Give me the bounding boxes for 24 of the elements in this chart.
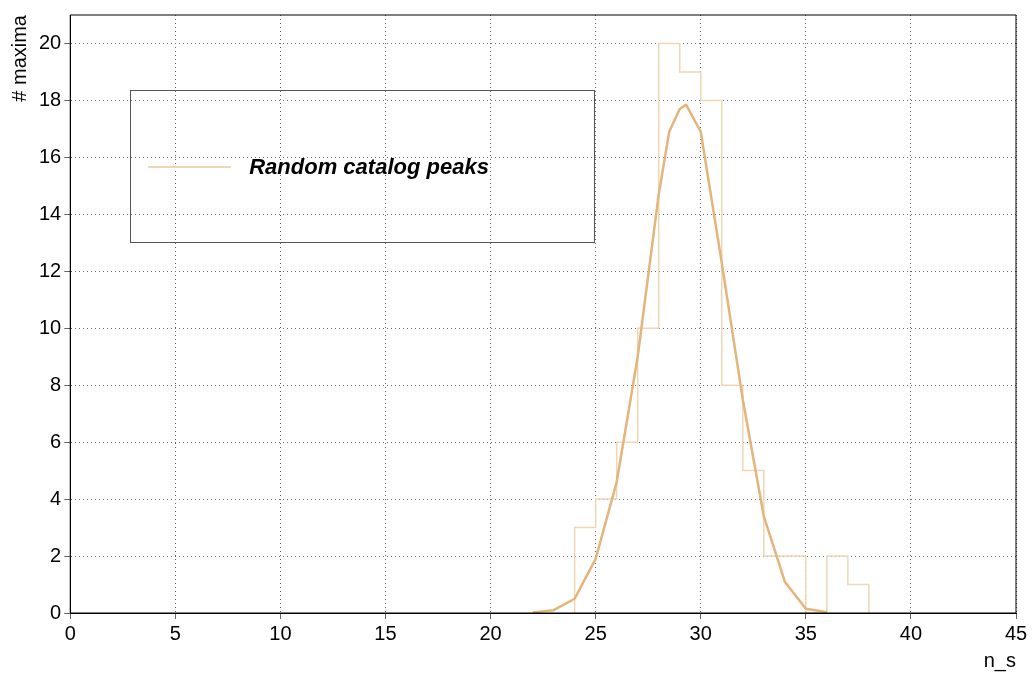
y-tick-label: 0 [50,600,62,623]
x-axis-title: n_s [983,648,1016,672]
y-tick-label: 4 [50,486,62,509]
legend-label: Random catalog peaks [249,153,489,180]
y-axis-title: # maxima [7,14,30,102]
y-tick-label: 12 [39,258,62,281]
y-tick-label: 6 [50,429,62,452]
x-tick-label: 5 [169,621,181,644]
x-tick-label: 45 [1004,621,1028,644]
y-tick-label: 2 [50,543,62,566]
x-tick-label: 0 [64,621,76,644]
y-tick-label: 10 [39,315,62,338]
x-tick-label: 35 [794,621,817,644]
x-tick-label: 15 [374,621,397,644]
x-tick-label: 10 [269,621,292,644]
y-tick-label: 14 [39,201,62,224]
y-tick-label: 16 [39,144,62,167]
y-tick-label: 8 [50,372,62,395]
x-tick-label: 20 [479,621,502,644]
x-tick-label: 30 [689,621,712,644]
x-tick-label: 25 [584,621,607,644]
y-tick-label: 20 [39,30,62,53]
y-tick-label: 18 [39,87,62,110]
x-tick-label: 40 [899,621,923,644]
